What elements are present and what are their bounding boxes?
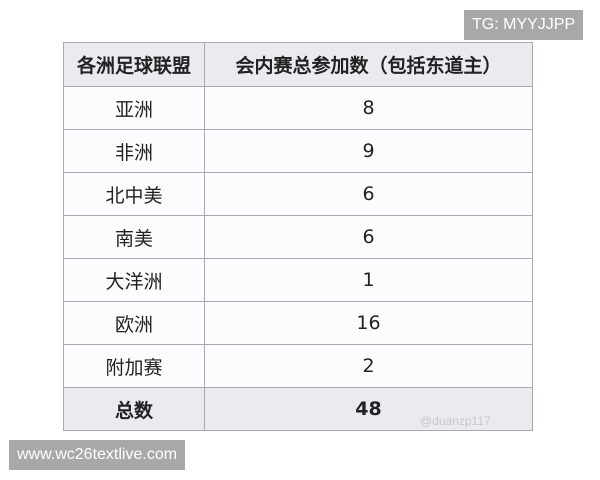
total-count: 48 [204,387,533,431]
cell-count: 8 [204,86,533,130]
table-row: 非洲 9 [63,129,533,173]
cell-confederation: 南美 [63,215,205,259]
total-row: 总数 48 [63,387,533,431]
header-confederation: 各洲足球联盟 [63,42,205,87]
total-label: 总数 [63,387,205,431]
cell-count: 6 [204,172,533,216]
cell-count: 6 [204,215,533,259]
cell-confederation: 非洲 [63,129,205,173]
table-row: 附加赛 2 [63,344,533,388]
table-row: 欧洲 16 [63,301,533,345]
cell-confederation: 大洋洲 [63,258,205,302]
table-row: 大洋洲 1 [63,258,533,302]
header-count: 会内赛总参加数（包括东道主） [204,42,533,87]
table-row: 北中美 6 [63,172,533,216]
confederation-table: 各洲足球联盟 会内赛总参加数（包括东道主） 亚洲 8 非洲 9 北中美 6 南美 6 大… [63,42,533,431]
cell-count: 2 [204,344,533,388]
cell-count: 1 [204,258,533,302]
cell-confederation: 欧洲 [63,301,205,345]
table-row: 南美 6 [63,215,533,259]
cell-confederation: 亚洲 [63,86,205,130]
author-watermark: @duanzp117 [420,414,491,428]
cell-confederation: 附加赛 [63,344,205,388]
tg-watermark: TG: MYYJJPP [464,10,584,40]
table-row: 亚洲 8 [63,86,533,130]
table-header-row: 各洲足球联盟 会内赛总参加数（包括东道主） [63,42,533,87]
cell-count: 9 [204,129,533,173]
cell-count: 16 [204,301,533,345]
cell-confederation: 北中美 [63,172,205,216]
site-watermark: www.wc26textlive.com [9,440,186,470]
